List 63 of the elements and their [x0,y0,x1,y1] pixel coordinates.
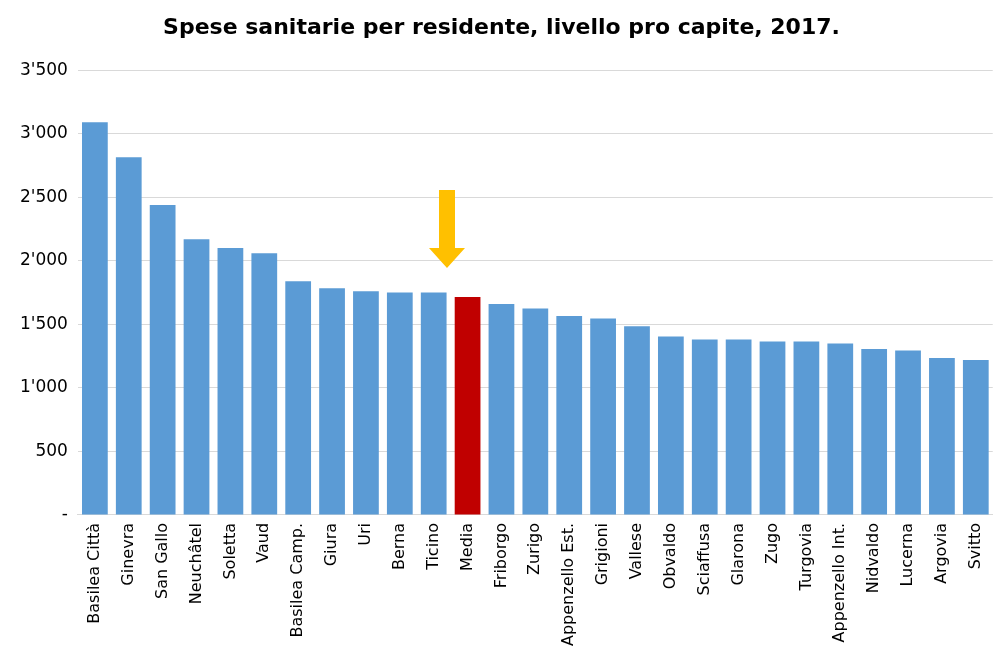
y-tick-label: 1'500 [20,312,68,333]
x-tick-label: Neuchâtel [185,522,205,605]
x-tick-label: Soletta [219,522,239,580]
bar [319,288,345,515]
bar [420,292,447,515]
x-tick-label: Argovia [931,522,951,584]
bar [793,341,820,515]
bar [251,253,278,515]
x-tick-label: Zugo [761,522,781,564]
bar [556,316,583,515]
x-tick-label: Media [456,522,476,572]
x-tick-label: Sciaffusa [693,522,713,596]
x-tick-label: Basilea Camp. [287,522,307,638]
y-tick-label: 2'500 [20,185,68,206]
x-tick-label: Appenzello Int. [829,522,849,643]
x-tick-label: Obvaldo [660,522,680,590]
x-tick-label: Appenzello Est. [558,522,578,647]
bar [488,304,515,515]
x-tick-label: Turgovia [795,522,815,592]
bar [149,204,176,515]
x-tick-label: Zurigo [524,522,544,576]
x-tick-label: Svitto [964,522,984,570]
x-tick-label: Ginevra [117,522,137,586]
bar [454,297,481,515]
bar [929,358,955,515]
x-tick-label: Berna [388,522,408,571]
x-tick-label: Giura [321,522,341,567]
y-tick-label: 3'000 [20,122,68,143]
y-tick-label: 500 [35,439,68,460]
chart-title: Spese sanitarie per residente, livello pro capite, 2017. [162,14,841,39]
bar [285,281,312,515]
bar [691,339,718,515]
x-tick-label: Glarona [727,522,747,586]
x-tick-label: Vallese [626,522,646,580]
bar [759,341,786,515]
bar [82,122,108,515]
bar [115,157,142,515]
x-tick-label: Basilea Città [84,522,104,624]
bar [861,349,888,515]
bar [590,318,616,515]
y-tick-label: 3'500 [20,58,68,79]
bar [624,326,650,515]
y-tick-label: - [61,503,68,524]
x-tick-label: San Gallo [151,522,171,600]
bar [183,239,210,515]
bar [962,359,989,515]
y-tick-label: 1'000 [20,376,68,397]
x-tick-label: Lucerna [897,522,917,587]
x-tick-label: Uri [355,522,375,546]
x-tick-label: Nidvaldo [863,522,883,594]
bar [353,291,379,515]
x-tick-label: Grigioni [592,522,612,586]
bar [522,308,549,515]
bar [827,343,854,515]
x-tick-label: Friborgo [490,522,510,589]
bar [725,339,752,515]
x-tick-label: Vaud [253,522,273,563]
bar [217,248,244,515]
bar [895,350,921,515]
bar [657,336,684,515]
bar [386,292,413,515]
x-tick-label: Ticino [422,522,442,571]
y-tick-label: 2'000 [20,249,68,270]
